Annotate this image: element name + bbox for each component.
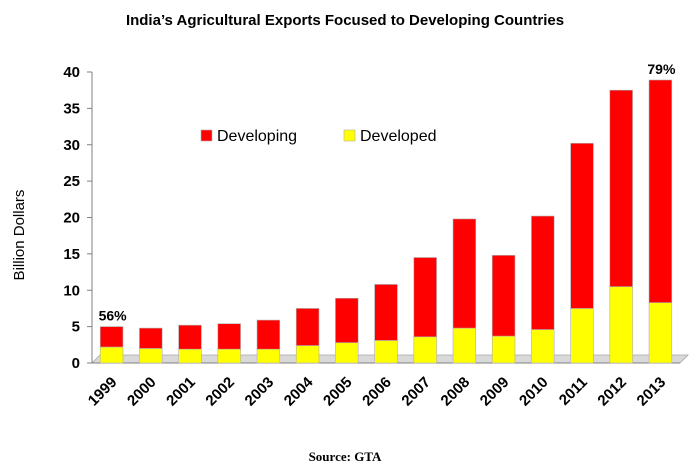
legend-swatch-developed [343, 129, 356, 142]
bars [99, 79, 673, 364]
legend-label-developed: Developed [360, 128, 437, 145]
source-note: Source: GTA [309, 449, 382, 464]
bar-developing-2002 [217, 323, 241, 350]
bar-developing-2010 [531, 215, 555, 330]
bar-developing-2012 [609, 89, 633, 287]
y-tick-label: 40 [63, 64, 80, 81]
bar-developed-2005 [335, 342, 359, 364]
bar-developed-2010 [531, 329, 555, 364]
y-tick-label: 30 [63, 137, 80, 154]
x-tick-label: 2005 [320, 374, 356, 410]
bar-developing-2001 [178, 324, 202, 350]
bar-developing-2011 [570, 142, 594, 309]
bar-developing-2008 [452, 218, 477, 329]
bar-developed-2008 [452, 327, 477, 364]
bar-developed-2004 [295, 345, 320, 364]
chart-title: India’s Agricultural Exports Focused to … [126, 12, 564, 29]
bar-developing-2009 [491, 255, 516, 337]
x-tick-label: 2003 [242, 374, 278, 410]
x-tick-label: 2009 [477, 374, 513, 410]
bar-developed-2009 [491, 335, 516, 364]
y-axis-label: Billion Dollars [11, 190, 28, 281]
x-tick-label: 2004 [281, 373, 317, 409]
legend-swatch-developing [200, 129, 213, 142]
bar-developed-2001 [178, 348, 202, 364]
y-tick-label: 20 [63, 210, 80, 227]
annotation-1999: 56% [99, 308, 128, 324]
bar-developed-2012 [609, 286, 633, 364]
bar-developed-2000 [139, 348, 163, 364]
x-tick-label: 2006 [359, 374, 395, 410]
bar-developed-2013 [648, 302, 673, 364]
bar-developed-1999 [99, 346, 124, 364]
bar-developed-2006 [374, 340, 398, 364]
bar-developing-2004 [295, 308, 320, 346]
bar-developing-2013 [648, 79, 673, 303]
x-tick-label: 2010 [516, 374, 552, 410]
bar-developing-2000 [139, 327, 163, 349]
x-tick-labels: 1999 2000 2001 2002 2003 2004 2005 2006 2007 2008… [85, 373, 669, 409]
bar-developing-2006 [374, 284, 398, 341]
bar-developed-2007 [413, 336, 437, 364]
x-tick-label: 1999 [85, 374, 121, 410]
y-tick-label: 0 [72, 355, 80, 372]
y-tick-labels: 0 5 10 15 20 25 30 35 40 [63, 64, 80, 372]
x-tick-label: 2008 [438, 374, 474, 410]
bar-developing-2007 [413, 257, 437, 338]
legend-label-developing: Developing [217, 128, 297, 145]
x-tick-label: 2002 [202, 374, 238, 410]
bar-developing-2003 [256, 319, 281, 350]
bar-developing-2005 [335, 297, 359, 343]
y-tick-label: 25 [63, 173, 80, 190]
x-tick-label: 2013 [634, 374, 670, 410]
y-tick-label: 5 [72, 319, 80, 336]
bar-developing-1999 [99, 326, 124, 348]
annotations: 56% 79% [99, 61, 676, 324]
x-tick-label: 2007 [398, 374, 434, 410]
x-tick-label: 2011 [556, 374, 591, 409]
y-tick-label: 10 [63, 282, 80, 299]
y-tick-label: 15 [63, 246, 80, 263]
annotation-2013: 79% [647, 61, 676, 77]
x-tick-label: 2012 [594, 374, 630, 410]
bar-developed-2011 [570, 308, 594, 364]
legend: Developing Developed [200, 128, 437, 145]
x-tick-label: 2000 [124, 374, 160, 410]
x-tick-label: 2001 [163, 374, 199, 410]
y-tick-label: 35 [63, 100, 80, 117]
bar-developed-2002 [217, 348, 241, 364]
bar-developed-2003 [256, 348, 281, 364]
